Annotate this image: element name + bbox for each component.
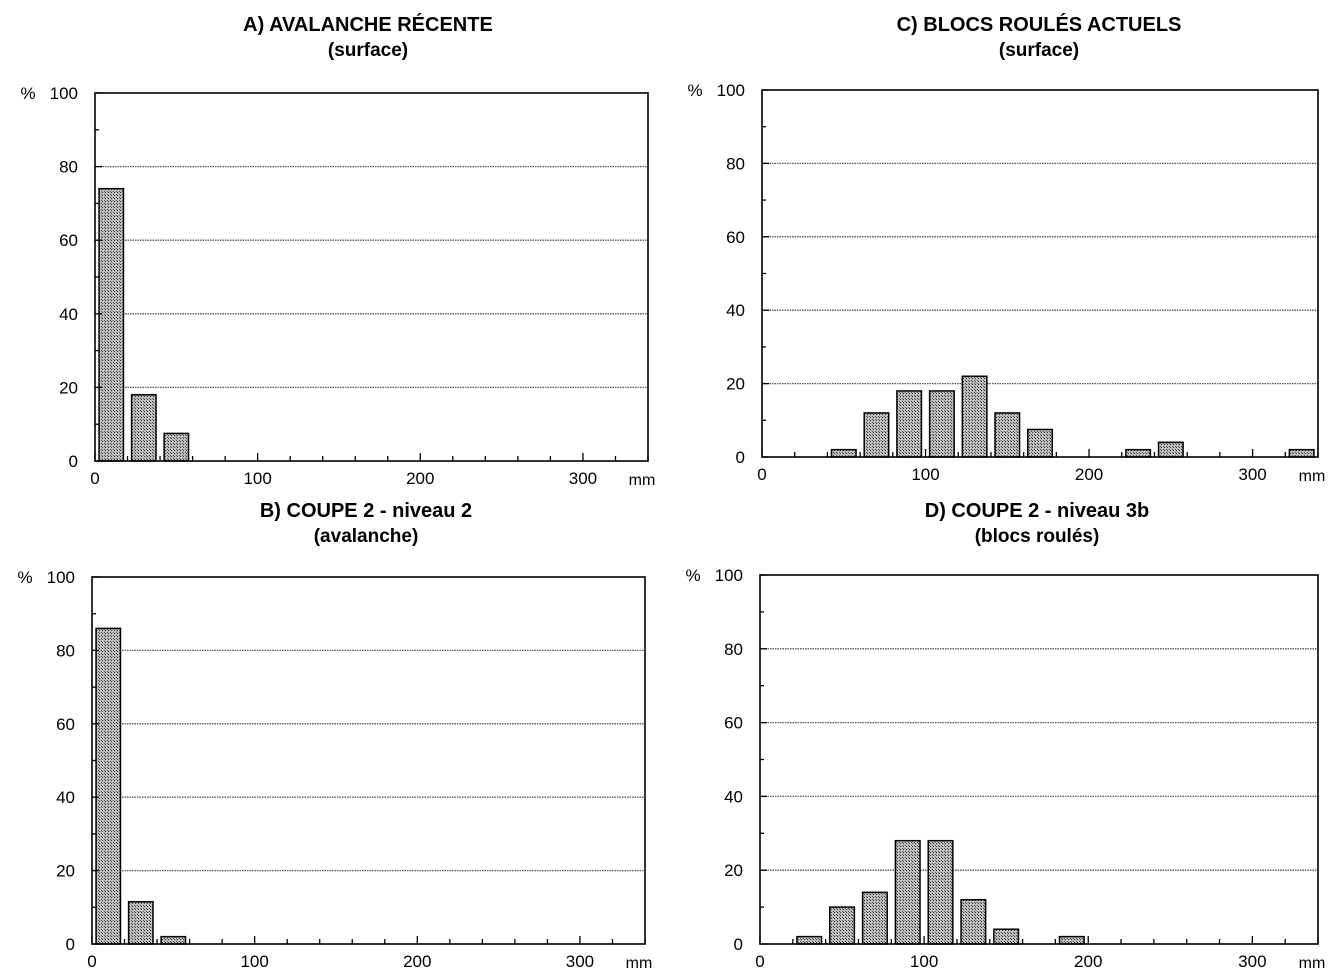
y-axis-label: % <box>687 81 702 100</box>
x-axis-label: mm <box>1299 955 1326 972</box>
bar <box>98 187 125 462</box>
x-tick-label: 300 <box>566 952 594 971</box>
y-tick-label: 60 <box>59 231 78 250</box>
y-tick-label: 20 <box>724 861 743 880</box>
bar <box>961 375 988 458</box>
bar <box>960 898 987 945</box>
y-tick-label: 80 <box>59 158 78 177</box>
y-tick-label: 20 <box>726 375 745 394</box>
y-tick-label: 100 <box>715 566 743 585</box>
y-tick-label: 40 <box>59 305 78 324</box>
bar <box>894 839 921 945</box>
bar <box>993 928 1020 945</box>
bar <box>1026 428 1054 458</box>
bar <box>1157 441 1184 458</box>
y-tick-label: 20 <box>59 378 78 397</box>
x-tick-label: 0 <box>757 465 766 484</box>
y-tick-label: 100 <box>50 84 78 103</box>
y-tick-label: 60 <box>726 228 745 247</box>
y-tick-label: 80 <box>724 640 743 659</box>
y-tick-label: 100 <box>47 568 75 587</box>
chart-subtitle: (surface) <box>327 40 409 61</box>
plot-frame <box>94 92 649 462</box>
plot-frame <box>759 574 1319 945</box>
x-tick-label: 100 <box>240 952 268 971</box>
chart-title: D) COUPE 2 - niveau 3b <box>924 500 1150 522</box>
y-tick-label: 0 <box>736 448 745 467</box>
bar <box>1058 935 1085 945</box>
x-tick-label: 0 <box>87 952 96 971</box>
bar <box>896 390 923 458</box>
y-tick-label: 40 <box>726 301 745 320</box>
x-axis-label: mm <box>629 472 656 489</box>
bar <box>127 901 154 945</box>
x-tick-label: 0 <box>755 952 764 971</box>
chart-subtitle: (avalanche) <box>313 526 419 547</box>
bar <box>829 906 856 945</box>
x-tick-label: 300 <box>569 469 597 488</box>
plot-frame <box>761 89 1319 458</box>
chart-subtitle: (surface) <box>998 40 1080 61</box>
y-tick-label: 40 <box>56 788 75 807</box>
bar <box>994 412 1021 458</box>
y-axis-label: % <box>20 84 35 103</box>
bar <box>130 394 157 462</box>
chart-title: A) AVALANCHE RÉCENTE <box>243 14 493 36</box>
x-tick-label: 200 <box>1074 952 1102 971</box>
bar <box>1125 448 1152 458</box>
x-axis-label: mm <box>626 955 653 972</box>
chart-title: B) COUPE 2 - niveau 2 <box>259 500 473 522</box>
x-tick-label: 0 <box>90 469 99 488</box>
y-tick-label: 60 <box>56 715 75 734</box>
bar <box>863 412 890 458</box>
bar <box>861 891 888 945</box>
x-axis-label: mm <box>1299 468 1326 485</box>
chart-title: C) BLOCS ROULÉS ACTUELS <box>896 14 1182 36</box>
y-axis-label: % <box>17 568 32 587</box>
x-tick-label: 200 <box>406 469 434 488</box>
y-tick-label: 80 <box>56 641 75 660</box>
y-tick-label: 40 <box>724 787 743 806</box>
y-tick-label: 0 <box>66 935 75 954</box>
bar <box>160 935 187 945</box>
bar <box>927 839 954 945</box>
plot-frame <box>91 576 646 945</box>
x-tick-label: 300 <box>1238 952 1266 971</box>
x-tick-label: 100 <box>911 465 939 484</box>
chart-subtitle: (blocs roulés) <box>974 526 1100 547</box>
y-tick-label: 100 <box>717 81 745 100</box>
bar <box>796 935 823 945</box>
y-tick-label: 20 <box>56 862 75 881</box>
y-tick-label: 60 <box>724 714 743 733</box>
y-tick-label: 80 <box>726 154 745 173</box>
x-tick-label: 200 <box>403 952 431 971</box>
y-axis-label: % <box>685 566 700 585</box>
x-tick-label: 300 <box>1238 465 1266 484</box>
bar <box>928 390 955 458</box>
x-tick-label: 100 <box>910 952 938 971</box>
x-tick-label: 200 <box>1075 465 1103 484</box>
bar <box>1288 448 1315 458</box>
bar <box>95 627 122 945</box>
x-tick-label: 100 <box>243 469 271 488</box>
y-tick-label: 0 <box>69 452 78 471</box>
bar <box>830 448 857 458</box>
bar <box>163 432 190 462</box>
y-tick-label: 0 <box>734 935 743 954</box>
